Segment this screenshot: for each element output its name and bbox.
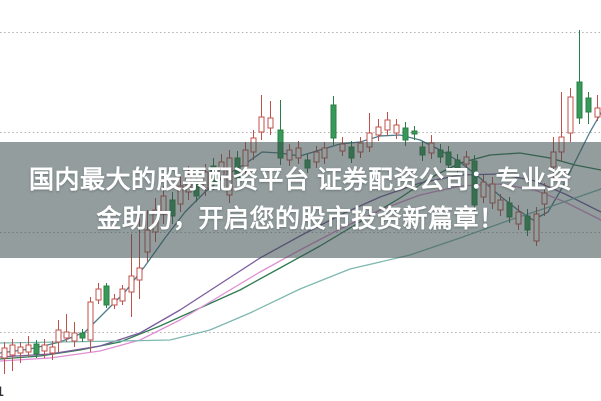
promo-text-line2: 金助力，开启您的股市投资新篇章！ (96, 205, 505, 233)
candle-body (375, 126, 382, 136)
candle-body (1, 347, 8, 359)
candle-body (103, 285, 110, 306)
candle-body (119, 288, 126, 302)
candle-body (330, 104, 337, 139)
candle-body (267, 117, 274, 129)
candle-body (585, 97, 592, 113)
candle-body (402, 127, 409, 141)
candle-body (111, 298, 118, 306)
promo-overlay-band: 国内最大的股票配资平台 证券配资公司：专业资 金助力，开启您的股市投资新篇章！ (0, 142, 601, 258)
bottom-left-partial-label: 1 (0, 383, 4, 399)
promo-text-line1: 国内最大的股票配资平台 证券配资公司：专业资 (29, 166, 572, 194)
candle-body (393, 124, 400, 134)
candle-body (41, 344, 48, 352)
candle-body (55, 329, 62, 343)
candle-body (384, 119, 391, 131)
candle-body (79, 332, 86, 339)
candle-body (128, 275, 135, 293)
candle-body (567, 96, 574, 134)
candle-body (95, 288, 102, 301)
candle-body (87, 301, 94, 341)
candle-body (17, 346, 24, 354)
candle-body (63, 331, 70, 339)
candle-body (71, 332, 78, 342)
candle-body (411, 130, 418, 135)
candle-body (136, 267, 143, 281)
candle-body (9, 344, 16, 356)
candle-body (49, 346, 56, 354)
candle-body (594, 107, 601, 118)
candle-body (576, 81, 583, 119)
candle-body (33, 343, 40, 355)
candle-body (25, 344, 32, 353)
candle-body (258, 116, 265, 133)
